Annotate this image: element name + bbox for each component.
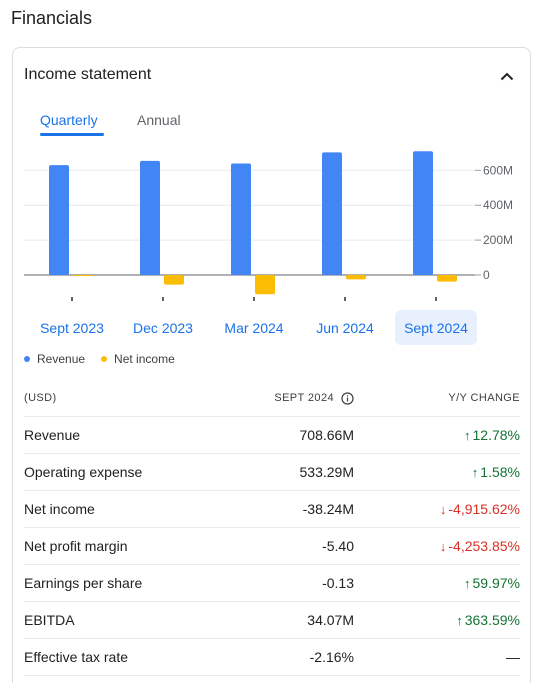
y-tick-label: 0 [483,268,490,282]
x-tick-mark [162,297,164,301]
row-label: Net profit margin [24,538,128,554]
row-change-value: 12.78% [472,427,520,443]
net-income-bar[interactable] [164,275,184,285]
tab-quarterly[interactable]: Quarterly [40,112,98,128]
header-currency: (USD) [24,392,57,404]
arrow-up-icon: ↑ [464,575,471,591]
row-change-value: -4,915.62% [448,501,520,517]
arrow-up-icon: ↑ [471,464,479,480]
revenue-bar[interactable] [140,160,160,275]
net-income-bar[interactable] [255,275,275,295]
row-label: Earnings per share [24,575,143,591]
row-change-value: 59.97% [472,575,520,591]
net-income-bar[interactable] [73,275,93,276]
net-income-bar[interactable] [437,275,457,282]
row-value: -0.13 [322,575,354,591]
row-change: ↓ -4,915.62% [354,501,520,517]
y-tick-label: 400M [483,198,513,212]
arrow-down-icon: ↓ [439,501,447,517]
row-change-value: 363.59% [464,612,520,628]
row-change: ↑ 59.97% [354,575,520,591]
income-statement-card: Income statement Quarterly Annual 600M 40… [12,47,531,683]
legend-revenue: Revenue [37,352,86,366]
y-tick-label: 600M [483,163,513,177]
quarter-button[interactable]: Mar 2024 [224,319,284,336]
revenue-bar[interactable] [49,165,69,275]
quarter-button[interactable]: Sept 2023 [40,319,104,336]
quarter-button[interactable]: Jun 2024 [316,319,374,336]
revenue-bar[interactable] [413,151,433,275]
net-income-bar[interactable] [346,275,366,280]
y-tick-label: 200M [483,233,513,247]
table-row: Earnings per share -0.13 ↑ 59.97% [24,565,520,602]
row-change-value: 1.58% [480,464,520,480]
table-row: Effective tax rate -2.16% — [24,639,520,676]
row-change: ↑ 12.78% [354,427,520,443]
row-value: -5.40 [322,538,354,554]
row-label: Effective tax rate [24,649,129,665]
table-row: Revenue 708.66M ↑ 12.78% [24,417,520,454]
tab-selected-indicator [40,133,104,136]
net-income-legend-dot [101,356,108,362]
info-icon[interactable] [341,391,354,405]
page-title: Financials [11,8,93,28]
collapse-button[interactable] [497,66,517,86]
row-label: Operating expense [24,464,143,480]
row-change: ↑ 363.59% [354,612,520,628]
table-row: Net income -38.24M ↓ -4,915.62% [24,491,520,528]
revenue-legend-dot [24,356,30,362]
quarter-button[interactable]: Sept 2024 [395,310,477,345]
card-title: Income statement [24,66,152,83]
row-value: 533.29M [299,464,354,480]
income-chart: 600M 400M 200M 0 [24,151,513,301]
header-change: Y/Y CHANGE [448,392,520,404]
table-row: Operating expense 533.29M ↑ 1.58% [24,454,520,491]
row-label: Revenue [24,427,81,443]
x-tick-mark [71,297,73,301]
row-change: ↓ -4,253.85% [354,538,520,554]
row-change-value: — [506,649,520,665]
row-label: EBITDA [24,612,75,628]
chart-legend: Revenue Net income [24,352,191,366]
row-value: 708.66M [299,427,354,443]
row-value: 34.07M [307,612,354,628]
table-row: Net profit margin -5.40 ↓ -4,253.85% [24,528,520,565]
table-header: (USD) SEPT 2024 Y/Y CHANGE [24,380,520,417]
row-change: ↑ 1.58% [354,464,520,480]
revenue-bar[interactable] [322,152,342,275]
arrow-down-icon: ↓ [439,538,447,554]
chevron-up-icon [500,72,514,80]
row-label: Net income [24,501,95,517]
table-row: EBITDA 34.07M ↑ 363.59% [24,602,520,639]
tab-annual[interactable]: Annual [137,112,181,128]
row-value: -2.16% [309,649,354,665]
row-change: — [354,649,520,665]
x-tick-mark [435,297,437,301]
x-tick-mark [253,297,255,301]
row-change-value: -4,253.85% [448,538,520,554]
header-period: SEPT 2024 [274,392,334,404]
financials-table: (USD) SEPT 2024 Y/Y CHANGE Revenue 708.66… [24,380,520,676]
quarter-button[interactable]: Dec 2023 [133,319,193,336]
x-tick-mark [344,297,346,301]
row-value: -38.24M [302,501,354,517]
revenue-bar[interactable] [231,163,251,275]
arrow-up-icon: ↑ [464,427,471,443]
legend-net-income: Net income [114,352,175,366]
arrow-up-icon: ↑ [456,612,463,628]
